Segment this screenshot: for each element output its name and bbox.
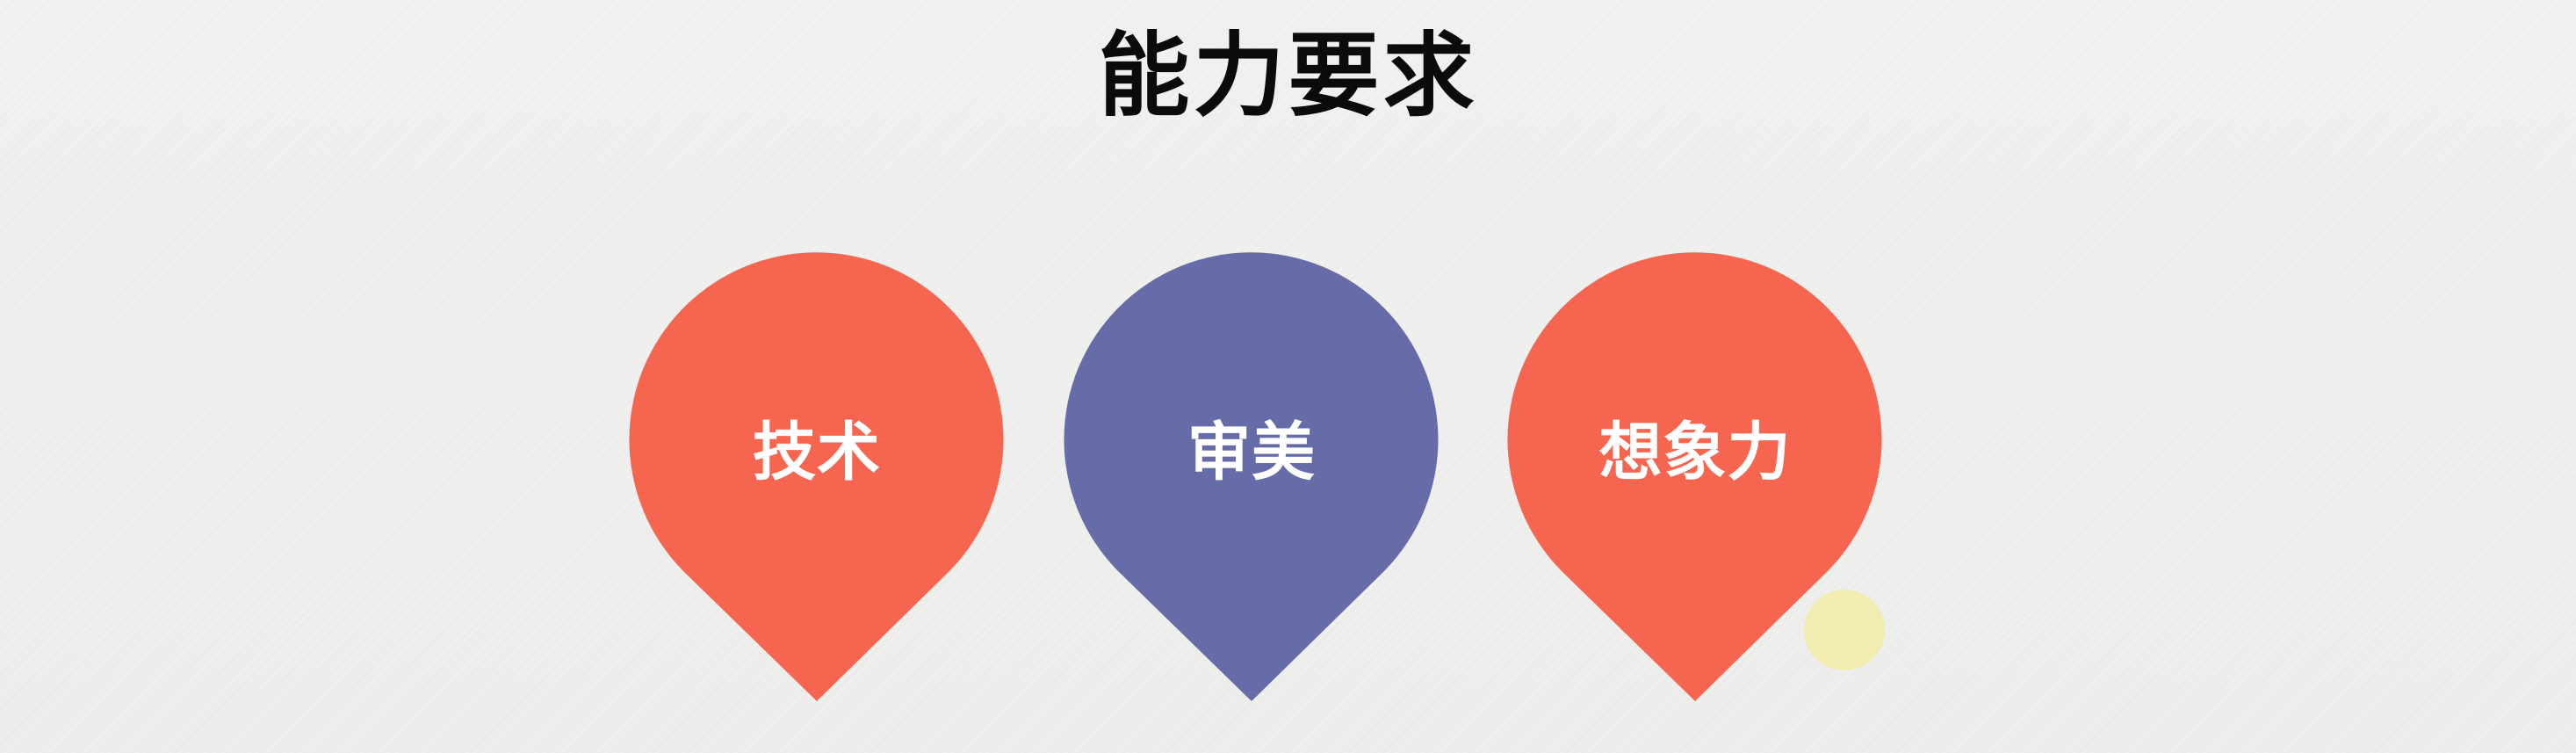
pin-imagination-shape bbox=[1507, 252, 1882, 701]
pin-technology: 技术 bbox=[629, 252, 1004, 701]
pin-imagination: 想象力 bbox=[1507, 252, 1882, 701]
pin-aesthetics-shape bbox=[1064, 252, 1439, 701]
pin-aesthetics: 审美 bbox=[1064, 252, 1439, 701]
pin-technology-shape bbox=[629, 252, 1004, 701]
slide-title: 能力要求 bbox=[1098, 22, 1478, 129]
pin-aesthetics-label: 审美 bbox=[1187, 416, 1316, 489]
pin-technology-label: 技术 bbox=[753, 416, 881, 489]
accent-dot bbox=[1804, 590, 1885, 670]
pin-imagination-label: 想象力 bbox=[1598, 416, 1791, 489]
